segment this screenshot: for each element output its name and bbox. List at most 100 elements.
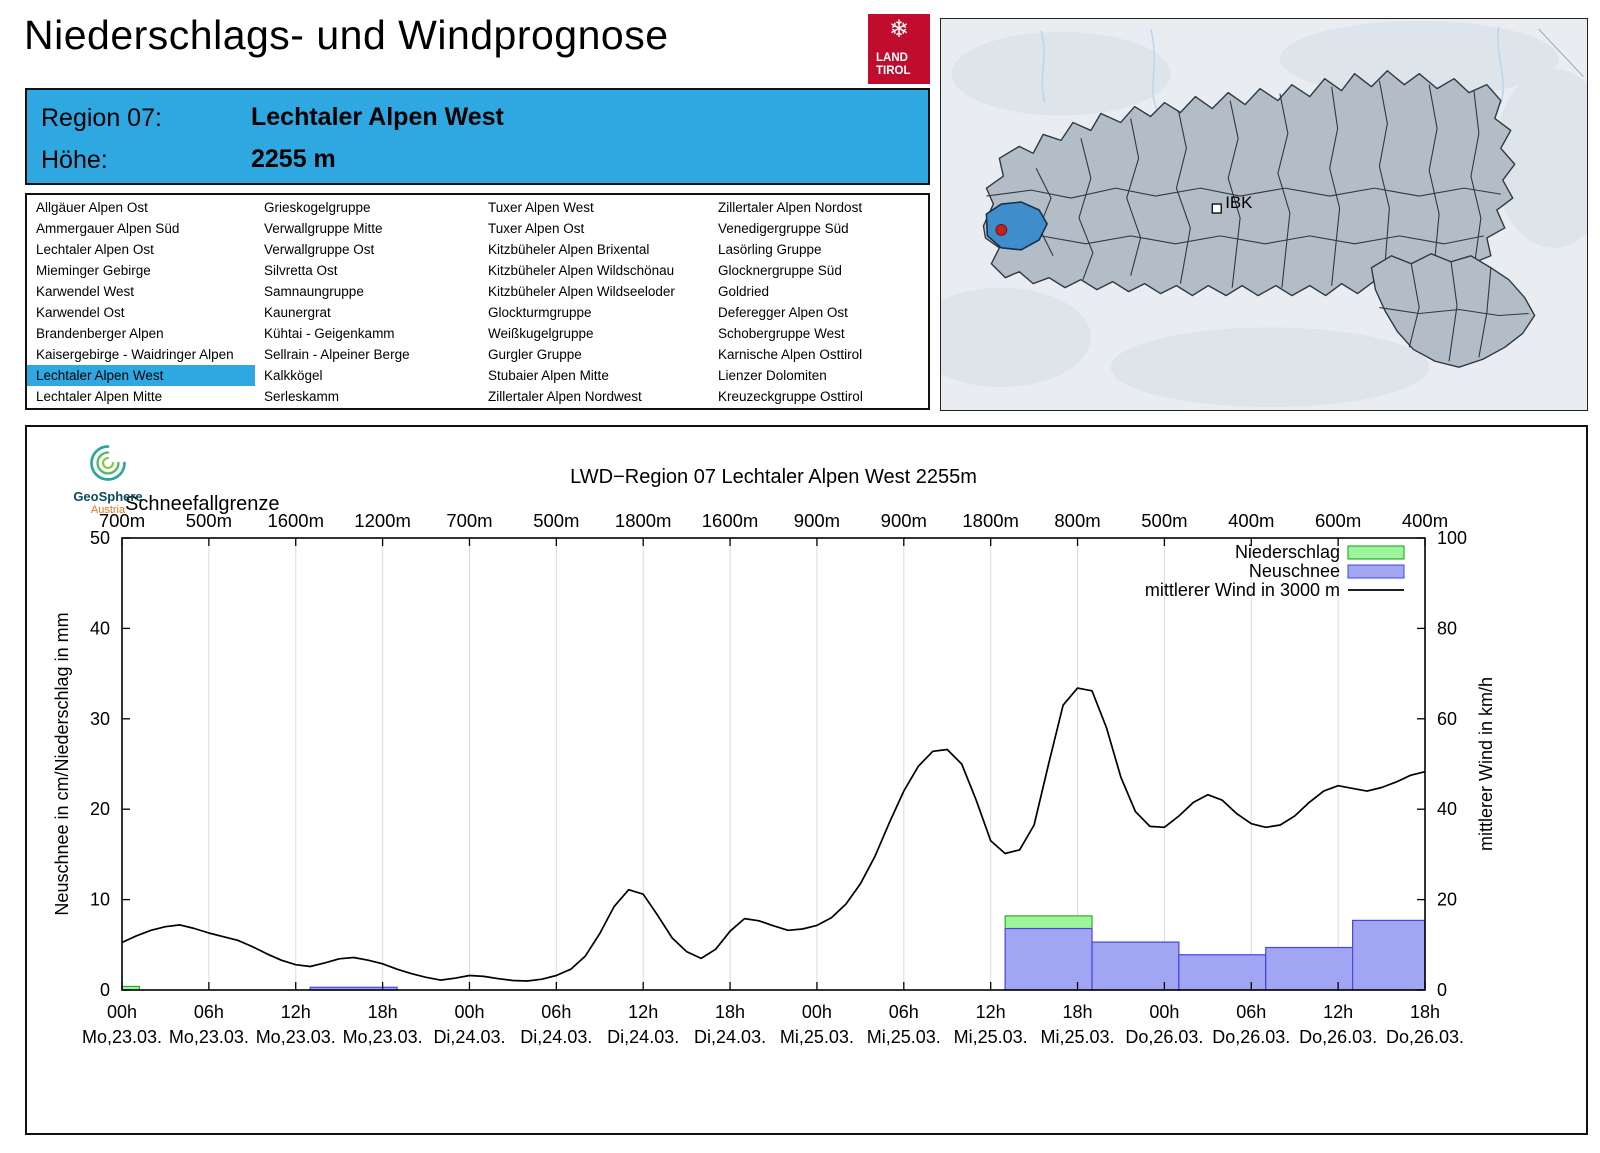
snowline-value: 1800m	[962, 510, 1019, 531]
y-axis-title: Neuschnee in cm/Niederschlag in mm	[52, 612, 72, 915]
region-list-item[interactable]: Lechtaler Alpen Ost	[36, 242, 154, 257]
region-list-item[interactable]: Verwallgruppe Mitte	[264, 221, 383, 236]
x-axis-hour-label: 18h	[368, 1002, 398, 1022]
geosphere-logo: GeoSphere Austria	[53, 441, 163, 516]
region-list-item[interactable]: Glocknergruppe Süd	[718, 263, 842, 278]
x-axis-date-label: Do,26.03.	[1212, 1027, 1290, 1047]
x-axis-hour-label: 00h	[107, 1002, 137, 1022]
region-list-item[interactable]: Karwendel West	[36, 284, 135, 299]
x-axis-date-label: Mo,23.03.	[256, 1027, 336, 1047]
x-axis-hour-label: 06h	[194, 1002, 224, 1022]
region-list-item[interactable]: Allgäuer Alpen Ost	[36, 200, 148, 215]
legend-label: Niederschlag	[1235, 542, 1340, 562]
y-axis-tick-label: 10	[90, 890, 110, 910]
neuschnee-bar	[1352, 919, 1426, 991]
y2-axis-tick-label: 100	[1437, 528, 1467, 548]
region-list-item[interactable]: Ammergauer Alpen Süd	[36, 221, 180, 236]
region-list-item[interactable]: Kaisergebirge - Waidringer Alpen	[36, 347, 234, 362]
x-axis-date-label: Do,26.03.	[1386, 1027, 1464, 1047]
x-axis-hour-label: 12h	[1323, 1002, 1353, 1022]
north-tirol-regions	[982, 70, 1516, 297]
region-list-item[interactable]: Serleskamm	[264, 389, 340, 404]
x-axis-date-label: Di,24.03.	[433, 1027, 505, 1047]
height-label: Höhe:	[41, 146, 108, 174]
region-list-item[interactable]: Kaunergrat	[264, 305, 331, 320]
height-value: 2255 m	[251, 145, 336, 173]
ibk-marker	[1211, 203, 1222, 214]
y2-axis-tick-label: 20	[1437, 890, 1457, 910]
region-list-item[interactable]: Samnaungruppe	[264, 284, 364, 299]
region-banner: Region 07: Lechtaler Alpen West Höhe: 22…	[25, 88, 930, 185]
plot-frame	[121, 537, 1426, 991]
region-list-item[interactable]: Kreuzeckgruppe Osttirol	[718, 389, 863, 404]
region-list-item[interactable]: Karnische Alpen Osttirol	[718, 347, 863, 362]
neuschnee-bar	[1004, 927, 1093, 991]
region-list-item[interactable]: Venedigergruppe Süd	[718, 221, 849, 236]
snowline-value: 1600m	[702, 510, 759, 531]
geosphere-sub: Austria	[90, 504, 126, 516]
tirol-map[interactable]: IBK	[941, 19, 1587, 410]
page-title: Niederschlags- und Windprognose	[24, 12, 669, 58]
region-list-item[interactable]: Karwendel Ost	[36, 305, 125, 320]
snowline-value: 1600m	[267, 510, 324, 531]
snowline-value: 500m	[1141, 510, 1187, 531]
region-list-item[interactable]: Deferegger Alpen Ost	[718, 305, 848, 320]
border-line	[1538, 28, 1584, 78]
region-list-item[interactable]: Schobergruppe West	[718, 326, 845, 341]
region-label: Region 07:	[41, 104, 162, 132]
x-axis-date-label: Mi,25.03.	[954, 1027, 1028, 1047]
region-list-item[interactable]: Weißkugelgruppe	[488, 326, 594, 341]
snowline-value: 900m	[794, 510, 840, 531]
region-list-item[interactable]: Goldried	[718, 284, 770, 299]
region-list-item[interactable]: Glockturmgruppe	[488, 305, 592, 320]
wind-line	[121, 687, 1426, 982]
forecast-chart: 0 10 20 30 40 50 0 20 40 60 80 100 00h Mo,23.03. 06h Mo…	[52, 466, 1496, 1047]
x-axis-hour-label: 18h	[1410, 1002, 1440, 1022]
region-list-item[interactable]: Lechtaler Alpen West	[27, 365, 255, 386]
region-list-item[interactable]: Kühtai - Geigenkamm	[264, 326, 395, 341]
region-list-item[interactable]: Verwallgruppe Ost	[264, 242, 375, 257]
region-list-item[interactable]: Lasörling Gruppe	[718, 242, 822, 257]
x-axis-hour-label: 12h	[281, 1002, 311, 1022]
y2-axis-tick-label: 0	[1437, 980, 1447, 1000]
region-list-item[interactable]: Kitzbüheler Alpen Wildschönau	[488, 263, 675, 278]
region-list-item[interactable]: Zillertaler Alpen Nordwest	[488, 389, 642, 404]
x-axis-date-label: Mi,25.03.	[1041, 1027, 1115, 1047]
logo-text-tirol: TIROL	[876, 65, 911, 77]
region-list-item[interactable]: Tuxer Alpen West	[488, 200, 594, 215]
x-axis-hour-label: 00h	[454, 1002, 484, 1022]
snowline-label: Schneefallgrenze	[125, 493, 280, 515]
region-list-item[interactable]: Sellrain - Alpeiner Berge	[264, 347, 410, 362]
region-list-item[interactable]: Grieskogelgruppe	[264, 200, 371, 215]
region-list-item[interactable]: Brandenberger Alpen	[36, 326, 164, 341]
snowline-value: 600m	[1315, 510, 1361, 531]
x-axis-date-label: Mi,25.03.	[780, 1027, 854, 1047]
snowline-value: 900m	[881, 510, 927, 531]
region-list-item[interactable]: Stubaier Alpen Mitte	[488, 368, 609, 383]
legend-label: Neuschnee	[1249, 561, 1340, 581]
geosphere-name: GeoSphere	[73, 489, 143, 504]
region-list-item[interactable]: Gurgler Gruppe	[488, 347, 582, 362]
region-list-item[interactable]: Lechtaler Alpen Mitte	[36, 389, 163, 404]
y2-axis-tick-label: 80	[1437, 618, 1457, 638]
y2-axis-title: mittlerer Wind in km/h	[1476, 677, 1496, 851]
region-list-item[interactable]: Mieminger Gebirge	[36, 263, 151, 278]
forecast-chart-panel: GeoSphere Austria 0 10 20 30 40 50 0 20 40 60 80 10…	[25, 425, 1588, 1135]
terrain-shading	[941, 20, 1587, 408]
x-axis-date-label: Di,24.03.	[607, 1027, 679, 1047]
snowline-value: 700m	[446, 510, 492, 531]
region-list-item[interactable]: Tuxer Alpen Ost	[488, 221, 585, 236]
region-list-item[interactable]: Lienzer Dolomiten	[718, 368, 827, 383]
region-list-item[interactable]: Zillertaler Alpen Nordost	[718, 200, 863, 215]
x-axis-date-label: Di,24.03.	[694, 1027, 766, 1047]
region-list-item[interactable]: Kitzbüheler Alpen Brixental	[488, 242, 650, 257]
east-tirol-regions	[1370, 253, 1536, 368]
region-list-item[interactable]: Silvretta Ost	[264, 263, 338, 278]
x-axis-date-label: Do,26.03.	[1125, 1027, 1203, 1047]
x-axis-date-label: Di,24.03.	[520, 1027, 592, 1047]
region-list-item[interactable]: Kitzbüheler Alpen Wildseeloder	[488, 284, 675, 299]
snowflake-icon: ❄	[888, 16, 910, 43]
region-list-item[interactable]: Kalkkögel	[264, 368, 323, 383]
snowline-value: 400m	[1228, 510, 1274, 531]
highlighted-region[interactable]	[985, 201, 1049, 251]
